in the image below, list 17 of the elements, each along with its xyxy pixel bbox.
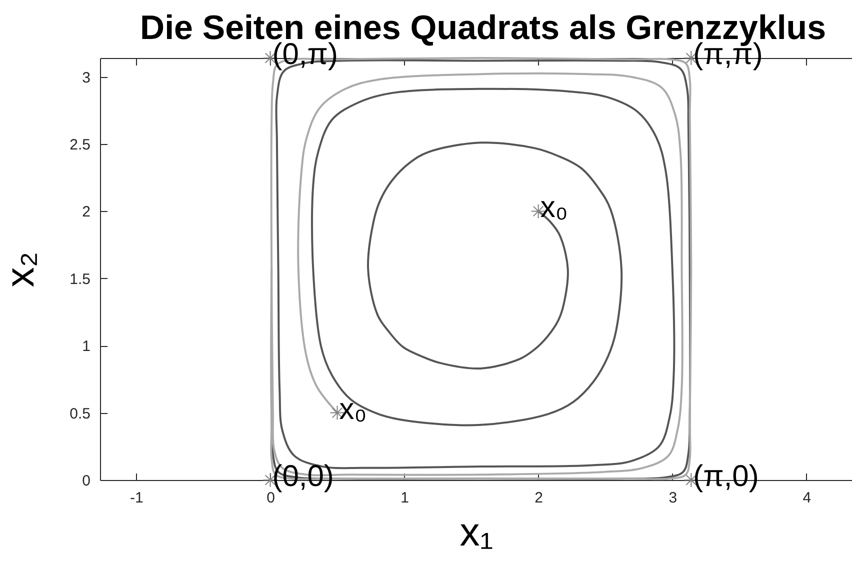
x-tick-label: 3 [668, 490, 678, 506]
y-tick-label: 2.5 [70, 136, 90, 154]
y-tick-label: 2 [82, 204, 90, 221]
x-axis-title: x₁ [460, 510, 494, 554]
y-axis-title: x₂ [0, 252, 42, 288]
y-tick-label: 1 [82, 338, 90, 356]
y-tick-label: 0.5 [70, 405, 90, 422]
annotation: x₀ [339, 392, 367, 426]
y-tick-label: 1.5 [70, 270, 90, 288]
x-tick-label: -1 [130, 490, 144, 506]
x-tick-label: 4 [802, 490, 812, 506]
x-tick-label: 1 [400, 490, 409, 506]
x-tick-label: 0 [266, 490, 275, 506]
y-tick-label: 3 [82, 69, 90, 86]
annotation: x₀ [540, 191, 568, 224]
y-tick-label: 0 [82, 472, 90, 490]
x-tick-label: 2 [534, 490, 544, 506]
